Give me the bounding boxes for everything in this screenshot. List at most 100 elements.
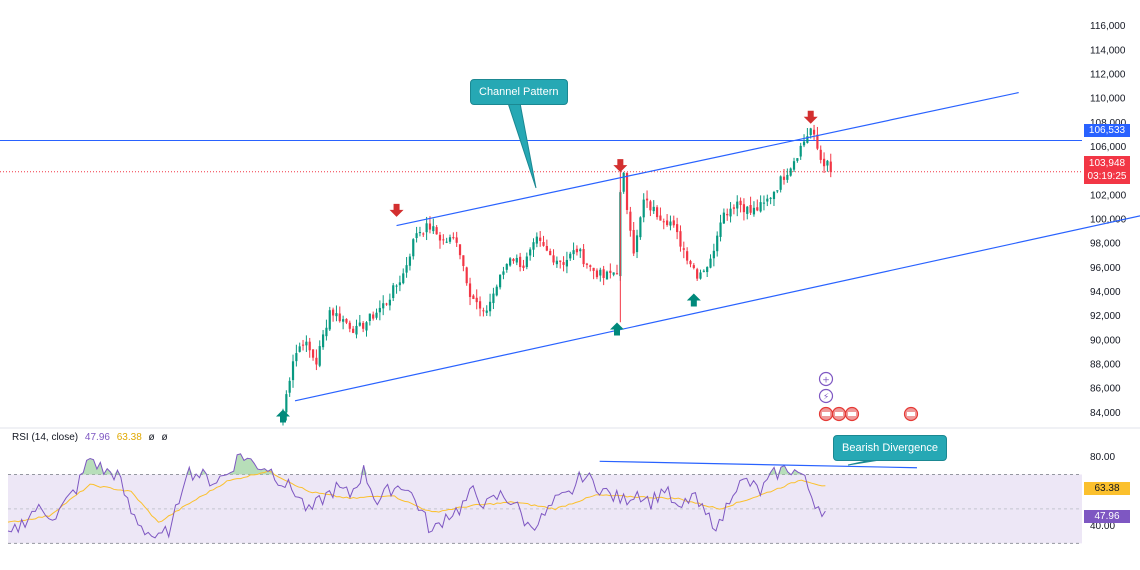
- rsi-overbought-fill: [8, 453, 826, 475]
- candle-body: [589, 265, 592, 267]
- candle-body: [539, 237, 542, 241]
- price-tick-label: 84,000: [1090, 408, 1121, 419]
- candle-body: [502, 271, 505, 275]
- candle-body: [686, 251, 689, 261]
- candle-body: [499, 274, 502, 288]
- candle-body: [666, 220, 669, 226]
- candle-body: [716, 235, 719, 252]
- candle-body: [792, 161, 796, 170]
- candle-body: [752, 207, 756, 215]
- last-price-value: 103,948: [1088, 158, 1126, 169]
- candle-body: [458, 244, 462, 256]
- candle-body: [565, 259, 568, 267]
- candle-body: [762, 202, 766, 204]
- candle-body: [532, 242, 535, 250]
- candle-body: [291, 361, 295, 381]
- callout-channel-pointer: [507, 102, 537, 189]
- candle-body: [295, 353, 298, 362]
- candle-body: [776, 190, 779, 192]
- candle-body: [348, 322, 351, 329]
- candle-body: [706, 267, 709, 273]
- candle-body: [298, 346, 301, 352]
- candle-body: [472, 295, 475, 300]
- candle-body: [382, 303, 385, 309]
- candle-body: [482, 310, 485, 312]
- candle-body: [415, 233, 418, 239]
- flag-stripe-icon: [835, 412, 843, 416]
- candle-body: [412, 239, 415, 257]
- candle-body: [325, 327, 328, 337]
- candle-body: [789, 168, 792, 176]
- candle-body: [328, 310, 331, 330]
- buy-arrow-icon: [276, 409, 290, 423]
- candle-body: [432, 226, 435, 232]
- candle-body: [739, 200, 742, 206]
- candle-body: [799, 145, 802, 157]
- candle-body: [525, 256, 528, 268]
- candle-body: [669, 221, 672, 226]
- candle-body: [595, 270, 599, 278]
- event-lightning-icon: [818, 388, 834, 404]
- candle-body: [465, 267, 468, 284]
- candle-body: [769, 197, 772, 199]
- candle-body: [652, 206, 655, 212]
- candle-body: [445, 241, 448, 243]
- candle-body: [572, 250, 575, 255]
- price-tick-label: 96,000: [1090, 263, 1121, 274]
- rsi-ma-tag: 63.38: [1084, 482, 1130, 495]
- candle-body: [545, 245, 548, 251]
- candle-body: [812, 129, 816, 135]
- candle-body: [649, 201, 652, 211]
- candle-body: [699, 272, 702, 279]
- candle-body: [719, 222, 722, 237]
- candle-body: [602, 269, 605, 278]
- candle-body: [672, 220, 675, 226]
- sell-arrow-icon: [389, 203, 404, 217]
- candle-body: [549, 250, 552, 256]
- candle-body: [342, 319, 345, 322]
- candle-body: [605, 271, 609, 280]
- candle-body: [552, 255, 555, 263]
- rsi-divergence-line: [599, 460, 917, 469]
- candle-body: [495, 286, 498, 296]
- candle-body: [462, 255, 465, 266]
- candle-body: [332, 309, 335, 316]
- horizontal-level-value: 106,533: [1088, 125, 1126, 136]
- candle-body: [729, 208, 732, 217]
- candle-body: [405, 265, 408, 273]
- rsi-value: 47.96: [84, 432, 110, 443]
- candle-body: [285, 394, 288, 413]
- candle-body: [338, 313, 341, 322]
- candle-body: [659, 215, 662, 221]
- candle-body: [802, 141, 806, 146]
- candle-body: [428, 223, 432, 230]
- price-tick-label: 106,000: [1090, 142, 1127, 153]
- candle-body: [696, 269, 699, 279]
- candle-body: [301, 344, 305, 346]
- candle-body: [559, 260, 562, 262]
- last-price-countdown: 03:19:25: [1087, 171, 1127, 182]
- candle-body: [352, 328, 355, 333]
- candle-body: [796, 158, 799, 161]
- candle-body: [615, 273, 619, 275]
- candle-body: [515, 257, 518, 263]
- candle-body: [555, 260, 558, 265]
- candle-body: [579, 249, 582, 252]
- candle-body: [702, 270, 705, 272]
- candle-body: [635, 235, 639, 253]
- candle-body: [315, 357, 318, 365]
- rsi-line: [7, 453, 826, 539]
- candle-body: [475, 297, 478, 303]
- flag-stripe-icon: [848, 412, 856, 416]
- price-tick-label: 88,000: [1090, 360, 1121, 371]
- candle-body: [529, 249, 532, 256]
- candle-body: [488, 301, 492, 312]
- flag-stripe-icon: [822, 412, 830, 416]
- candle-body: [736, 201, 739, 209]
- candle-body: [318, 346, 321, 366]
- candle-body: [505, 263, 508, 270]
- price-tick-label: 102,000: [1090, 190, 1127, 201]
- candle-body: [819, 149, 822, 160]
- callout-channel-pattern: Channel Pattern: [470, 79, 568, 105]
- candle-body: [452, 237, 455, 239]
